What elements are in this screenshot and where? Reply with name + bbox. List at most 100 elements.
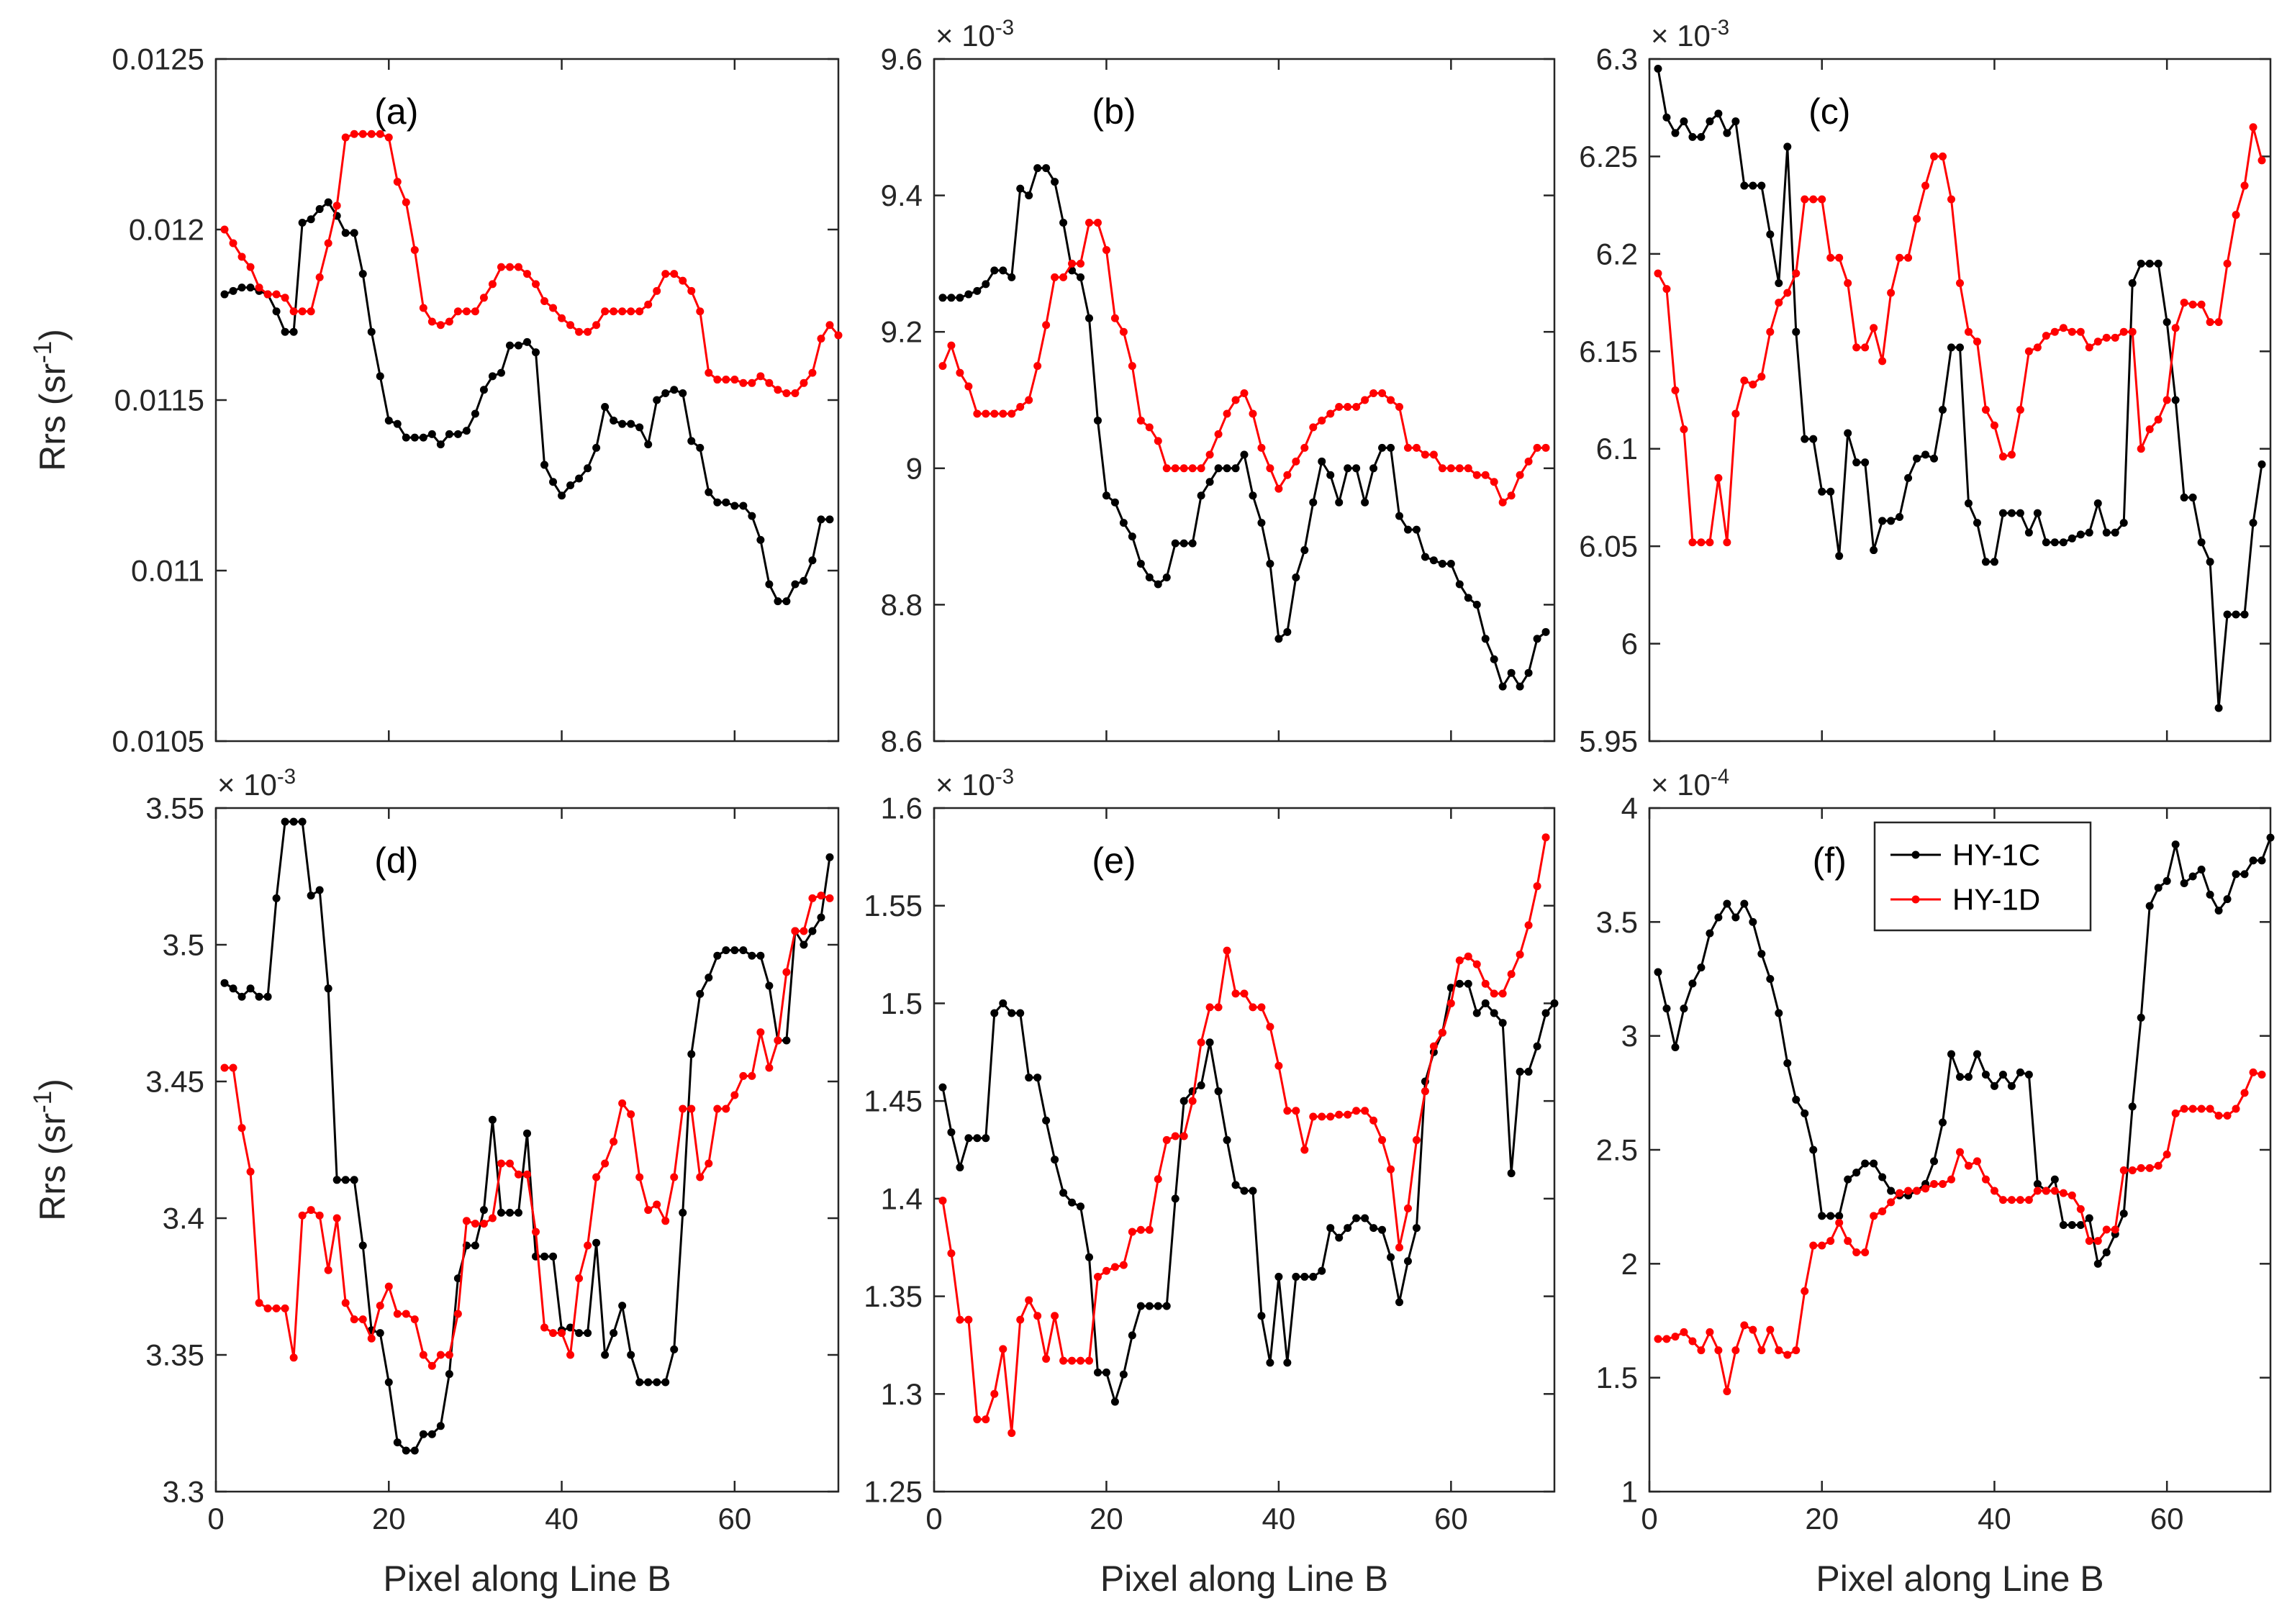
data-point: [722, 498, 730, 507]
x-axis-label: Pixel along Line B: [1100, 1559, 1388, 1599]
data-point: [956, 1315, 964, 1324]
data-point: [1344, 464, 1352, 473]
x-tick-label: 0: [207, 1502, 224, 1535]
x-tick-label: 20: [1090, 1502, 1123, 1535]
y-tick-label: 1.6: [881, 791, 923, 825]
data-point: [1007, 1009, 1016, 1017]
data-point: [610, 1329, 618, 1338]
data-point: [1809, 195, 1818, 204]
data-point: [1369, 1224, 1378, 1233]
data-point: [2163, 318, 2171, 327]
data-point: [1714, 913, 1723, 922]
data-point: [1697, 963, 1706, 972]
data-point: [272, 1304, 281, 1312]
data-point: [1318, 1266, 1326, 1275]
y-tick-label: 3.55: [145, 791, 204, 825]
data-point: [367, 327, 376, 336]
data-point: [1516, 471, 1524, 479]
data-point: [1179, 1097, 1188, 1105]
data-point: [1783, 289, 1792, 297]
data-point: [2050, 1187, 2059, 1195]
axes-box: [214, 807, 840, 1493]
data-point: [635, 423, 644, 432]
data-point: [246, 283, 255, 292]
data-point: [1292, 457, 1300, 466]
data-point: [1541, 1009, 1550, 1017]
data-point: [2197, 866, 2206, 874]
data-point: [2059, 1189, 2068, 1197]
data-point: [1455, 956, 1464, 965]
data-point: [1231, 464, 1240, 473]
data-point: [1809, 435, 1818, 443]
data-point: [289, 327, 298, 336]
data-point: [1421, 450, 1429, 459]
series-line: [941, 222, 1546, 504]
data-point: [332, 201, 341, 210]
data-point: [938, 1197, 947, 1205]
data-point: [566, 1351, 575, 1359]
data-point: [1387, 1165, 1395, 1174]
data-point: [2137, 259, 2145, 268]
data-point: [1964, 1073, 1973, 1081]
data-point: [1042, 321, 1051, 330]
data-point: [1852, 458, 1861, 467]
data-point: [1697, 538, 1706, 547]
data-point: [2024, 1071, 2033, 1079]
y-tick-label: 2: [1621, 1247, 1638, 1281]
data-point: [800, 940, 808, 949]
data-point: [601, 307, 610, 316]
data-point: [2180, 493, 2188, 502]
data-point: [1378, 389, 1387, 398]
data-point: [427, 430, 436, 438]
data-point: [2240, 610, 2249, 619]
data-point: [1154, 437, 1162, 445]
data-point: [2154, 1161, 2163, 1170]
data-point: [1068, 259, 1077, 268]
data-point: [964, 382, 973, 391]
data-point: [635, 307, 644, 316]
y-tick-label: 1.3: [881, 1377, 923, 1411]
series-hy-1d: [1654, 123, 2266, 547]
data-point: [2102, 528, 2111, 537]
data-point: [999, 266, 1007, 275]
data-point: [462, 427, 471, 435]
data-point: [1309, 423, 1318, 432]
data-point: [627, 1110, 635, 1119]
data-point: [2223, 895, 2232, 904]
data-point: [1240, 1187, 1249, 1195]
data-point: [1025, 396, 1033, 404]
data-point: [2163, 1150, 2171, 1158]
data-point: [1766, 327, 1775, 336]
legend-label: HY-1C: [1952, 838, 2040, 872]
data-point: [1464, 979, 1472, 988]
data-point: [2068, 327, 2076, 336]
data-point: [427, 317, 436, 326]
data-point: [1921, 1184, 1930, 1193]
data-point: [1913, 1187, 1921, 1195]
y-tick-label: 9.6: [881, 42, 923, 76]
data-point: [661, 270, 670, 278]
data-point: [1205, 478, 1214, 486]
data-point: [1481, 999, 1490, 1007]
y-axis-label: Rrs (sr-1): [29, 329, 73, 471]
data-point: [1395, 1243, 1403, 1252]
data-point: [1654, 968, 1662, 976]
data-point: [2171, 396, 2180, 404]
data-point: [817, 335, 825, 343]
data-point: [1792, 327, 1801, 336]
data-point: [2232, 610, 2240, 619]
data-point: [298, 307, 307, 316]
data-point: [1361, 1214, 1369, 1222]
data-point: [575, 1329, 584, 1338]
panel-a: 0.0105 0.011 0.0115 0.012 0.0125 (a) Rrs (sr-1…: [29, 42, 843, 758]
data-point: [610, 416, 618, 425]
data-point: [1154, 1175, 1162, 1184]
data-point: [679, 1208, 687, 1217]
data-point: [2232, 211, 2240, 219]
data-point: [1352, 402, 1361, 411]
data-point: [384, 1282, 393, 1291]
data-point: [1119, 1261, 1128, 1269]
data-point: [505, 1159, 514, 1168]
data-point: [1412, 1224, 1421, 1233]
data-point: [1085, 314, 1093, 322]
